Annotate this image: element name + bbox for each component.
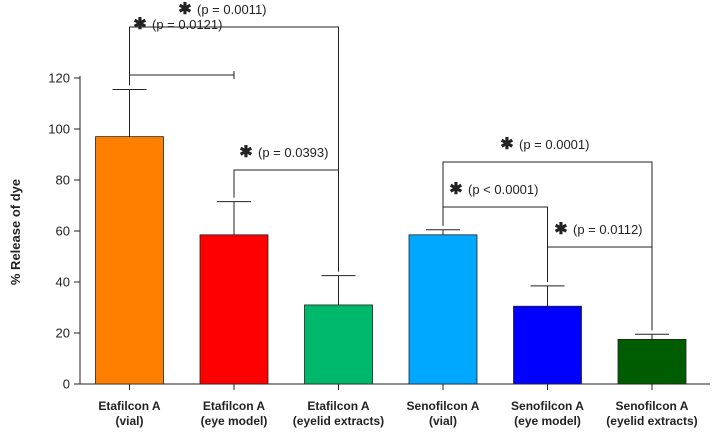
significance-star: ✱ [133,16,146,33]
p-value-label: (p = 0.0001) [519,137,589,152]
significance-annotations: ✱ (p = 0.0121)✱ (p = 0.0011)✱ (p = 0.0393)✱… [129,1,653,331]
x-tick-label: Senofilcon A [511,399,584,413]
y-tick-label: 120 [48,71,70,86]
comparison-bracket [129,26,339,272]
x-tick-label: Etafilcon A [98,399,161,413]
bar [513,305,582,385]
x-tick-sublabel: (vial) [429,414,457,428]
x-tick-label: Senofilcon A [616,399,689,413]
x-tick-label: Etafilcon A [203,399,266,413]
significance-star: ✱ [178,1,191,18]
significance-star: ✱ [449,181,462,198]
y-tick-label: 80 [56,173,70,188]
p-value-label: (p = 0.0011) [197,2,267,17]
bar [617,338,687,385]
x-tick-label: Senofilcon A [407,399,480,413]
x-tick-sublabel: (vial) [115,414,143,428]
p-value-label: (p = 0.0112) [573,222,643,237]
comparison-bracket [547,246,653,331]
y-tick-label: 20 [56,326,70,341]
bars [95,88,687,385]
y-axis-label: % Release of dye [8,179,23,285]
x-tick-sublabel: (eyelid extracts) [606,414,697,428]
comparison-bracket [442,161,653,331]
significance-star: ✱ [554,221,567,238]
bar [304,304,373,385]
x-tick-sublabel: (eyelid extracts) [293,414,384,428]
significance-star: ✱ [500,136,513,153]
p-value-label: (p = 0.0121) [152,17,222,32]
y-tick-label: 0 [63,377,70,392]
y-tick-label: 60 [56,224,70,239]
comparison-bracket [233,169,339,272]
significance-star: ✱ [239,144,252,161]
x-tick-label: Etafilcon A [307,399,370,413]
y-tick-label: 40 [56,275,70,290]
bar [199,234,269,385]
bar [95,136,164,385]
p-value-label: (p = 0.0393) [258,145,328,160]
x-tick-sublabel: (eye model) [201,414,268,428]
p-value-label: (p < 0.0001) [468,182,538,197]
y-tick-label: 100 [48,122,70,137]
x-tick-sublabel: (eye model) [514,414,581,428]
bar [408,234,478,385]
